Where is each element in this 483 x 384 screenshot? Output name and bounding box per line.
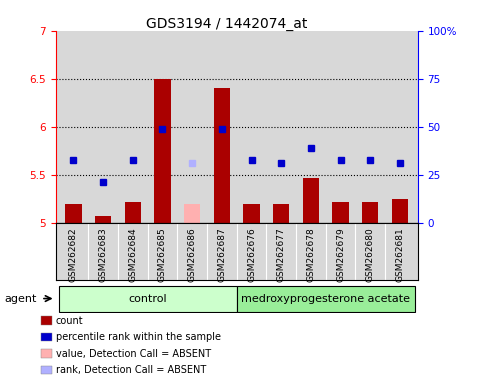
Text: GSM262677: GSM262677 bbox=[277, 227, 286, 282]
Text: GDS3194 / 1442074_at: GDS3194 / 1442074_at bbox=[146, 17, 308, 31]
Text: GSM262683: GSM262683 bbox=[99, 227, 108, 282]
Text: GSM262676: GSM262676 bbox=[247, 227, 256, 282]
Text: GSM262679: GSM262679 bbox=[336, 227, 345, 282]
Bar bbox=[213, 88, 230, 223]
Bar bbox=[303, 177, 319, 223]
Bar bbox=[362, 202, 379, 223]
Text: GSM262684: GSM262684 bbox=[128, 227, 137, 282]
Bar bbox=[65, 204, 82, 223]
Bar bbox=[332, 202, 349, 223]
Text: GSM262687: GSM262687 bbox=[217, 227, 227, 282]
Text: agent: agent bbox=[5, 294, 37, 304]
Text: GSM262678: GSM262678 bbox=[306, 227, 315, 282]
Text: value, Detection Call = ABSENT: value, Detection Call = ABSENT bbox=[56, 349, 211, 359]
Text: percentile rank within the sample: percentile rank within the sample bbox=[56, 332, 221, 342]
Bar bbox=[237, 286, 415, 311]
Text: GSM262682: GSM262682 bbox=[69, 227, 78, 282]
Text: count: count bbox=[56, 316, 83, 326]
Text: control: control bbox=[128, 293, 167, 304]
Bar bbox=[392, 199, 408, 223]
Text: GSM262680: GSM262680 bbox=[366, 227, 375, 282]
Bar bbox=[125, 202, 141, 223]
Text: GSM262686: GSM262686 bbox=[187, 227, 197, 282]
Bar bbox=[184, 204, 200, 223]
Text: GSM262681: GSM262681 bbox=[396, 227, 404, 282]
Bar bbox=[273, 204, 289, 223]
Bar bbox=[95, 216, 111, 223]
Bar bbox=[154, 79, 170, 223]
Bar bbox=[58, 286, 237, 311]
Bar bbox=[243, 204, 260, 223]
Text: GSM262685: GSM262685 bbox=[158, 227, 167, 282]
Text: medroxyprogesterone acetate: medroxyprogesterone acetate bbox=[241, 293, 410, 304]
Text: rank, Detection Call = ABSENT: rank, Detection Call = ABSENT bbox=[56, 365, 206, 375]
